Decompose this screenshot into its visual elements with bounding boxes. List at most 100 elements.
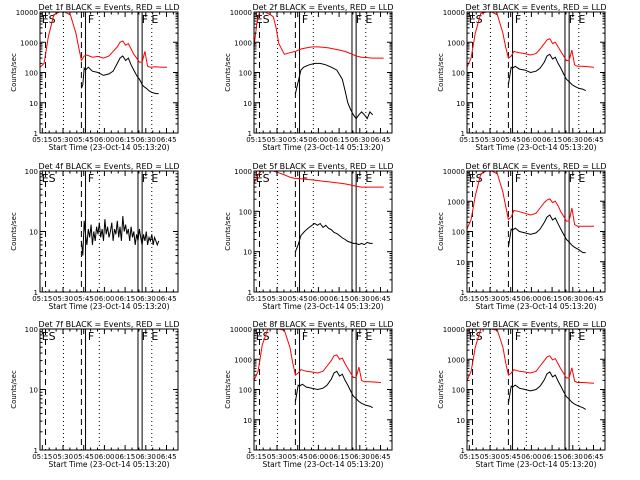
y-tick-label: 100 [25,168,38,176]
x-tick-label: 05:45 [288,136,308,144]
y-tick-label: 10 [29,100,38,108]
x-tick-label: 05:30 [53,453,73,461]
region-label-2: F [356,330,362,343]
region-label-2: F [569,330,575,343]
region-label-3: E [578,330,585,343]
y-tick-label: 100 [239,387,252,395]
region-label-3: E [151,172,158,185]
region-label-1: F [302,13,308,26]
x-tick-label: 05:45 [501,453,521,461]
x-tick-label: 05:45 [74,453,94,461]
y-tick-label: 10000 [443,9,465,17]
y-tick-label: 100 [25,70,38,78]
region-label-2: F [569,172,575,185]
x-tick-label: 05:45 [74,295,94,303]
y-tick-label: 1000 [20,39,38,47]
y-tick-label: 10000 [230,326,252,334]
x-tick-label: 06:15 [329,295,349,303]
y-tick-label: 1 [248,130,252,138]
plot-frame [39,328,179,451]
y-tick-label: 10 [456,417,465,425]
x-tick-label: 06:45 [583,453,603,461]
y-tick-label: 10000 [443,168,465,176]
x-axis-label: Start Time (23-Oct-14 05:13:20) [475,302,596,311]
y-tick-label: 1 [34,130,38,138]
y-tick-label: 100 [452,229,465,237]
x-tick-label: 05:30 [267,136,287,144]
y-tick-label: 1000 [447,356,465,364]
x-tick-label: 05:15 [32,136,52,144]
y-tick-label: 100 [25,326,38,334]
x-tick-label: 06:00 [94,453,114,461]
events-series-line [294,222,373,252]
y-axis-label: Counts/sec [10,370,18,409]
y-tick-label: 1000 [447,198,465,206]
y-tick-label: 100 [239,70,252,78]
x-tick-label: 06:45 [583,295,603,303]
x-tick-label: 05:15 [459,295,479,303]
lld-series-line [253,11,384,59]
x-tick-label: 05:45 [288,453,308,461]
region-label-1: F [302,172,308,185]
region-label-1: F [515,172,521,185]
x-tick-label: 06:15 [542,295,562,303]
x-tick-label: 06:00 [94,295,114,303]
x-tick-label: 06:45 [156,453,176,461]
x-tick-label: 06:45 [370,453,390,461]
region-label-3: E [365,13,372,26]
y-tick-label: 10 [243,417,252,425]
x-tick-label: 06:30 [563,136,583,144]
plot-frame [253,11,393,134]
x-tick-label: 06:15 [115,453,135,461]
region-label-3: E [151,330,158,343]
x-tick-label: 06:15 [329,453,349,461]
region-label-3: E [365,330,372,343]
x-tick-label: 06:45 [370,136,390,144]
region-label-1: F [88,330,94,343]
y-axis-label: Counts/sec [437,370,445,409]
x-axis-label: Start Time (23-Oct-14 05:13:20) [475,143,596,152]
x-tick-label: 05:45 [501,295,521,303]
x-tick-label: 06:00 [308,295,328,303]
x-tick-label: 06:15 [542,453,562,461]
plot-frame [466,170,606,293]
plot-frame [39,170,179,293]
region-label-2: F [569,13,575,26]
x-tick-label: 05:45 [74,136,94,144]
x-tick-label: 05:15 [459,136,479,144]
region-label-1: F [515,13,521,26]
x-tick-label: 05:15 [246,295,266,303]
x-tick-label: 05:45 [501,136,521,144]
y-tick-label: 10000 [443,326,465,334]
events-series-line [294,62,374,120]
panel-title: Det 7f BLACK = Events, RED = LLD [38,320,179,329]
plot-frame [39,11,179,134]
y-axis-label: Counts/sec [437,53,445,92]
region-label-2: F [142,13,148,26]
y-tick-label: 10 [243,100,252,108]
region-label-0: ES [256,13,270,26]
x-axis-label: Start Time (23-Oct-14 05:13:20) [48,143,169,152]
panel-title: Det 4f BLACK = Events, RED = LLD [38,162,179,171]
y-tick-label: 10 [456,100,465,108]
x-tick-label: 06:45 [156,136,176,144]
region-label-0: ES [469,330,483,343]
x-axis-label: Start Time (23-Oct-14 05:13:20) [262,302,383,311]
y-tick-label: 100 [239,208,252,216]
x-tick-label: 06:30 [136,136,156,144]
y-tick-label: 10000 [230,9,252,17]
x-tick-label: 05:30 [480,136,500,144]
y-axis-label: Counts/sec [224,53,232,92]
y-tick-label: 10 [243,249,252,257]
y-tick-label: 10 [456,259,465,267]
events-series-line [507,371,586,410]
x-tick-label: 06:00 [308,136,328,144]
